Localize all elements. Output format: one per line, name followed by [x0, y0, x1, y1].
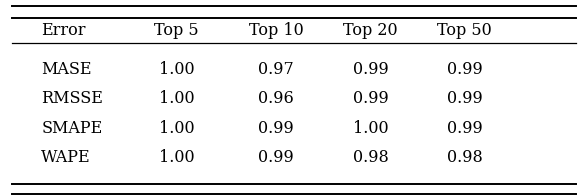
Text: 0.98: 0.98	[353, 149, 388, 166]
Text: 1.00: 1.00	[159, 120, 194, 137]
Text: Error: Error	[41, 22, 86, 39]
Text: Top 50: Top 50	[437, 22, 492, 39]
Text: 0.99: 0.99	[259, 149, 294, 166]
Text: Top 20: Top 20	[343, 22, 397, 39]
Text: Top 5: Top 5	[154, 22, 199, 39]
Text: 1.00: 1.00	[159, 91, 194, 107]
Text: 0.97: 0.97	[259, 61, 294, 78]
Text: 1.00: 1.00	[353, 120, 388, 137]
Text: 0.99: 0.99	[447, 120, 482, 137]
Text: 1.00: 1.00	[159, 61, 194, 78]
Text: Top 10: Top 10	[249, 22, 304, 39]
Text: WAPE: WAPE	[41, 149, 91, 166]
Text: MASE: MASE	[41, 61, 92, 78]
Text: 1.00: 1.00	[159, 149, 194, 166]
Text: SMAPE: SMAPE	[41, 120, 102, 137]
Text: 0.99: 0.99	[259, 120, 294, 137]
Text: 0.99: 0.99	[447, 91, 482, 107]
Text: 0.99: 0.99	[353, 61, 388, 78]
Text: 0.98: 0.98	[447, 149, 482, 166]
Text: 0.99: 0.99	[447, 61, 482, 78]
Text: 0.96: 0.96	[259, 91, 294, 107]
Text: 0.99: 0.99	[353, 91, 388, 107]
Text: RMSSE: RMSSE	[41, 91, 103, 107]
